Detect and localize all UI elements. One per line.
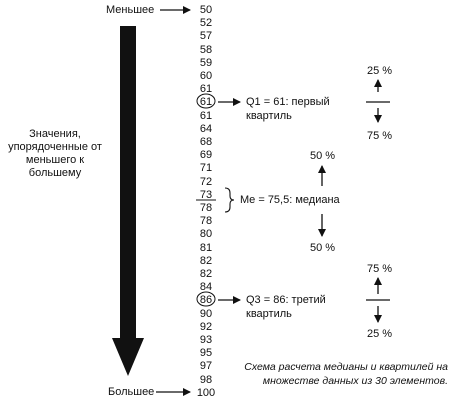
q3-circle [196,291,216,307]
value-item: 95 [199,347,213,360]
value-item: 97 [199,360,213,373]
value-item: 72 [199,175,213,188]
q1-pct-bottom: 75 % [367,130,393,142]
value-item: 84 [199,281,213,294]
median-brace [224,187,235,213]
value-item: 78 [199,202,213,214]
caption: Схема расчета медианы и квартилей на мно… [244,361,448,387]
value-item: 100 [196,386,216,399]
q3-pct-bottom: 25 % [367,328,393,340]
value-item: 68 [199,136,213,148]
value-item: 82 [199,268,213,280]
big-arrow-head [112,338,144,376]
value-item: 82 [199,254,213,267]
value-item: 93 [199,334,213,346]
q3-label-line1: Q3 = 86: третий [246,294,326,306]
value-item: 73 [199,188,213,201]
value-item: 64 [199,122,213,135]
value-item: 92 [199,320,213,333]
value-item: 69 [199,149,213,162]
q3-label-line2: квартиль [246,308,292,320]
value-item: 78 [199,215,213,228]
value-item: 52 [199,17,213,30]
value-item: 61 [199,109,213,122]
median-pct-bottom: 50 % [310,242,336,254]
median-label: Me = 75,5: медиана [240,194,340,206]
value-item: 98 [199,373,213,386]
q3-pct-top: 75 % [367,263,393,275]
median-pct-top: 50 % [310,150,336,162]
value-item: 71 [199,162,213,175]
value-item: 80 [199,228,213,241]
q1-pct-top: 25 % [367,65,393,77]
value-item: 61 [199,83,213,96]
larger-label: Большее [108,386,155,398]
value-item: 86 [199,294,213,307]
q1-circle [196,93,216,109]
q1-label-line1: Q1 = 61: первый [246,96,330,108]
value-item: 50 [199,4,213,16]
value-item: 60 [199,70,213,82]
q1-label-line2: квартиль [246,110,292,122]
value-item: 90 [199,307,213,320]
value-item: 57 [199,30,213,43]
value-item: 61 [199,96,213,109]
value-item: 59 [199,56,213,69]
value-item: 58 [199,43,213,56]
side-label: Значения, упорядоченные от меньшего к бо… [8,128,102,179]
big-arrow-shaft [120,26,136,338]
value-item: 81 [199,241,213,254]
smaller-label: Меньшее [106,4,155,16]
